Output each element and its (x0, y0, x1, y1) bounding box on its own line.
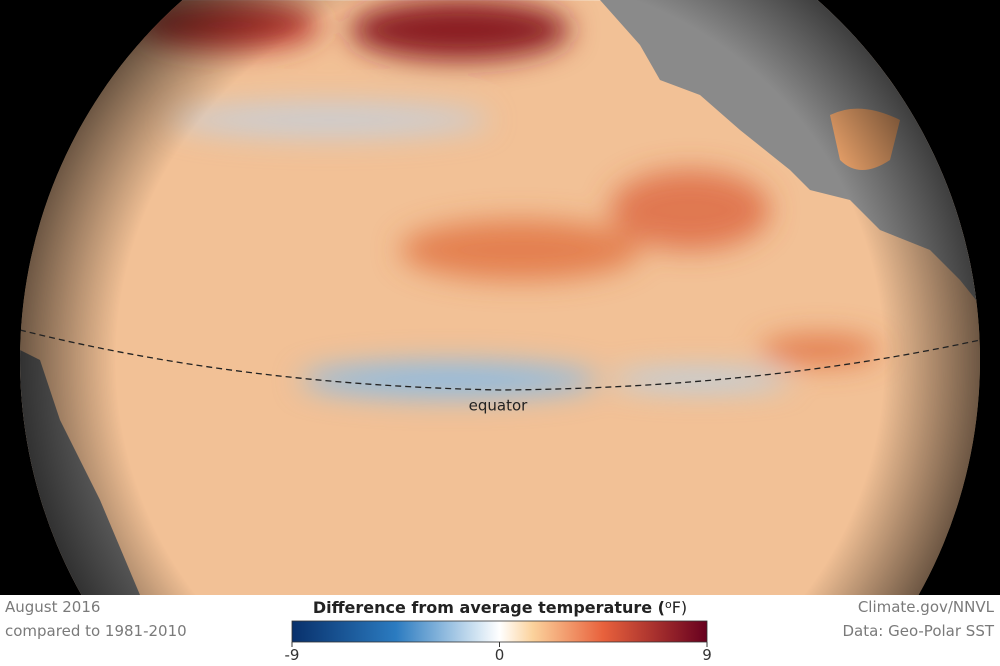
equator-label: equator (469, 397, 529, 415)
limb-shade (20, 0, 980, 595)
legend-title: Difference from average temperature (oF) (313, 598, 687, 617)
color-bar (291, 620, 708, 643)
source: Data: Geo-Polar SST (842, 622, 994, 640)
globe (20, 0, 980, 595)
tick-label: 9 (702, 646, 712, 664)
baseline: compared to 1981-2010 (5, 622, 187, 640)
equator-line (20, 329, 980, 391)
tick-label: 0 (495, 646, 505, 664)
legend-title-text: Difference from average temperature ( (313, 598, 665, 617)
legend-degree: o (665, 598, 672, 611)
credit: Climate.gov/NNVL (858, 598, 995, 616)
date: August 2016 (5, 598, 100, 616)
legend-unit: F) (672, 598, 687, 617)
tick-label: -9 (285, 646, 300, 664)
